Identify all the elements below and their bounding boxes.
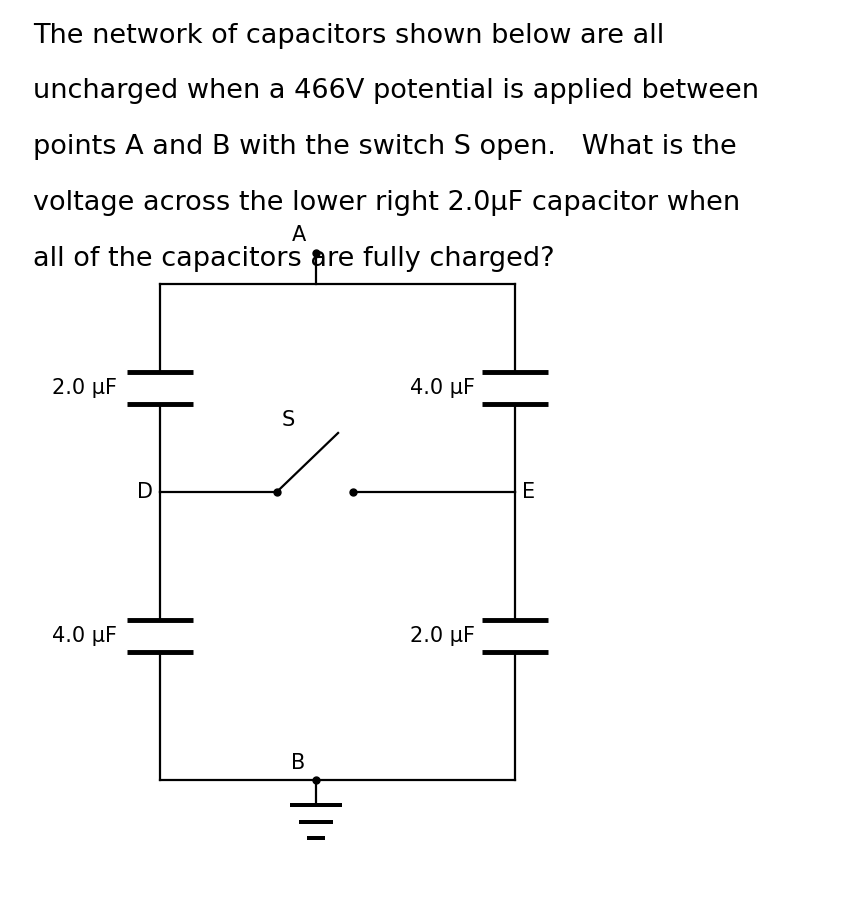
Text: uncharged when a 466V potential is applied between: uncharged when a 466V potential is appli… <box>33 78 759 105</box>
Text: 4.0 μF: 4.0 μF <box>410 378 475 398</box>
Text: 2.0 μF: 2.0 μF <box>410 626 475 646</box>
Text: E: E <box>522 482 535 502</box>
Text: S: S <box>281 410 294 430</box>
Text: all of the capacitors are fully charged?: all of the capacitors are fully charged? <box>33 246 554 272</box>
Text: voltage across the lower right 2.0μF capacitor when: voltage across the lower right 2.0μF cap… <box>33 190 740 216</box>
Text: points A and B with the switch S open.   What is the: points A and B with the switch S open. W… <box>33 134 737 161</box>
Text: 2.0 μF: 2.0 μF <box>52 378 117 398</box>
Text: D: D <box>138 482 153 502</box>
Text: A: A <box>292 226 306 245</box>
Text: 4.0 μF: 4.0 μF <box>52 626 117 646</box>
Text: B: B <box>292 753 306 773</box>
Text: The network of capacitors shown below are all: The network of capacitors shown below ar… <box>33 23 664 49</box>
